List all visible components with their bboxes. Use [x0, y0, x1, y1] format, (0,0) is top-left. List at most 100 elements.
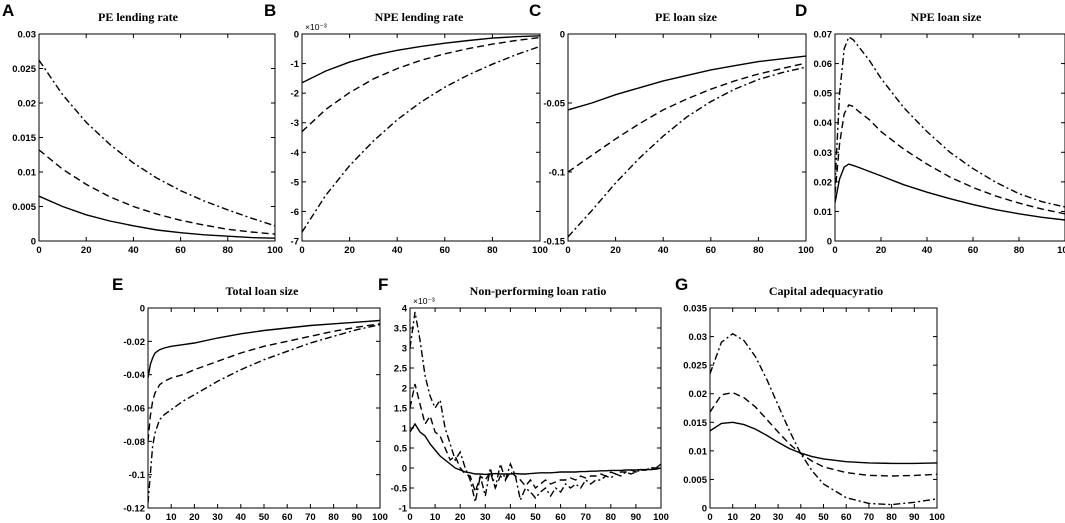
y-tick-label: 0.5 [394, 444, 408, 455]
x-tick-label: 10 [430, 512, 441, 523]
y-tick-label: -4 [291, 148, 300, 159]
plot-frame [834, 33, 1065, 242]
y-tick-label: 0.025 [12, 64, 36, 75]
y-tick-label: 0 [702, 504, 707, 515]
series-line-solid [302, 35, 540, 84]
y-tick-label: 0 [140, 304, 145, 315]
plot-frame [567, 33, 807, 242]
y-tick-label: -2 [291, 89, 299, 100]
y-tick-label: 4 [402, 304, 408, 315]
x-tick-label: 100 [532, 245, 548, 256]
x-tick-label: 0 [407, 512, 412, 523]
x-tick-label: 0 [36, 245, 41, 256]
plot-frame [409, 307, 662, 509]
x-tick-label: 20 [876, 245, 887, 256]
y-tick-label: 0.01 [814, 207, 833, 218]
series-line-dash-dot [148, 324, 380, 504]
x-tick-label: 90 [352, 512, 363, 523]
x-tick-label: 100 [653, 512, 669, 523]
x-tick-label: 10 [727, 512, 738, 523]
y-tick-label: 0.06 [814, 59, 833, 70]
chart-title: PE lending rate [98, 10, 179, 24]
y-tick-label: 0 [31, 237, 36, 248]
y-tick-label: 0.02 [18, 99, 37, 110]
y-tick-label: -6 [291, 207, 299, 218]
panel-d: D NPE loan size 0 20 40 60 80 100 0 0.01 0.02 0.03 0… [795, 1, 1065, 256]
chart-title: NPE loan size [911, 10, 982, 24]
x-tick-label: 60 [175, 245, 186, 256]
x-tick-label: 40 [392, 245, 403, 256]
x-tick-label: 60 [841, 512, 852, 523]
x-tick-label: 50 [259, 512, 270, 523]
x-tick-label: 70 [580, 512, 591, 523]
x-tick-label: 60 [555, 512, 566, 523]
y-tick-label: 0.025 [683, 361, 707, 372]
x-tick-label: 20 [750, 512, 761, 523]
x-tick-label: 30 [212, 512, 223, 523]
y-tick-label: -1 [291, 59, 300, 70]
x-tick-label: 40 [658, 245, 669, 256]
x-tick-label: 70 [305, 512, 316, 523]
y-tick-label: -0.15 [543, 237, 565, 248]
y-tick-label: -0.1 [129, 470, 146, 481]
series-line-solid [568, 55, 806, 111]
panel-letter: D [795, 1, 807, 20]
x-tick-label: 40 [922, 245, 933, 256]
axis-multiplier-label: ×10⁻³ [413, 296, 435, 306]
series-line-dashed [39, 149, 275, 235]
chart-title: PE loan size [655, 10, 718, 24]
x-tick-label: 10 [166, 512, 177, 523]
panel-g: G Capital adequacyratio 0 10 20 30 40 50 60 70 80 9… [675, 275, 945, 523]
series-line-dashed [302, 36, 540, 133]
series-line-dashed [410, 383, 661, 495]
y-tick-label: 0.035 [683, 304, 707, 315]
series-line-dashed [710, 391, 937, 477]
x-tick-label: 100 [929, 512, 945, 523]
x-tick-label: 20 [610, 245, 621, 256]
y-tick-label: -0.5 [391, 484, 408, 495]
x-tick-label: 60 [282, 512, 293, 523]
x-tick-label: 100 [1057, 245, 1065, 256]
y-tick-label: -0.04 [123, 370, 145, 381]
x-tick-label: 40 [505, 512, 516, 523]
y-tick-label: 0.005 [683, 475, 707, 486]
panel-letter: E [112, 275, 123, 294]
y-tick-label: 0.05 [814, 89, 833, 100]
x-tick-label: 30 [480, 512, 491, 523]
y-tick-label: 0 [560, 30, 565, 41]
x-tick-label: 0 [299, 245, 304, 256]
series-line-solid [710, 421, 937, 465]
y-tick-label: 0.01 [18, 168, 37, 179]
y-tick-label: 2 [402, 384, 407, 395]
x-tick-label: 20 [81, 245, 92, 256]
x-tick-label: 80 [753, 245, 764, 256]
x-tick-label: 20 [344, 245, 355, 256]
y-tick-label: 0.005 [12, 202, 36, 213]
x-tick-label: 0 [565, 245, 570, 256]
panel-e: E Total loan size 0 10 20 30 40 50 60 70 80 90 100 -0… [112, 275, 388, 523]
series-line-dash-dot [302, 45, 540, 233]
y-tick-label: 0.04 [814, 118, 833, 129]
x-tick-label: 0 [145, 512, 150, 523]
y-tick-label: 1 [402, 424, 408, 435]
y-tick-label: 0.015 [12, 133, 36, 144]
x-tick-label: 40 [236, 512, 247, 523]
y-tick-label: -0.06 [123, 404, 145, 415]
y-tick-label: 0 [294, 30, 299, 41]
y-tick-label: 0.01 [689, 446, 708, 457]
y-tick-label: 0 [402, 464, 407, 475]
series-line-dash-dot [39, 59, 275, 227]
x-tick-label: 90 [909, 512, 920, 523]
series-line-solid [39, 195, 275, 239]
panel-letter: G [675, 275, 688, 294]
y-tick-label: 0.03 [814, 148, 833, 159]
y-tick-label: 3.5 [394, 324, 408, 335]
x-tick-label: 60 [440, 245, 451, 256]
x-tick-label: 80 [328, 512, 339, 523]
series-line-dash-dot [710, 332, 937, 506]
plot-frame [301, 33, 541, 242]
x-tick-label: 100 [372, 512, 388, 523]
x-tick-label: 50 [818, 512, 829, 523]
